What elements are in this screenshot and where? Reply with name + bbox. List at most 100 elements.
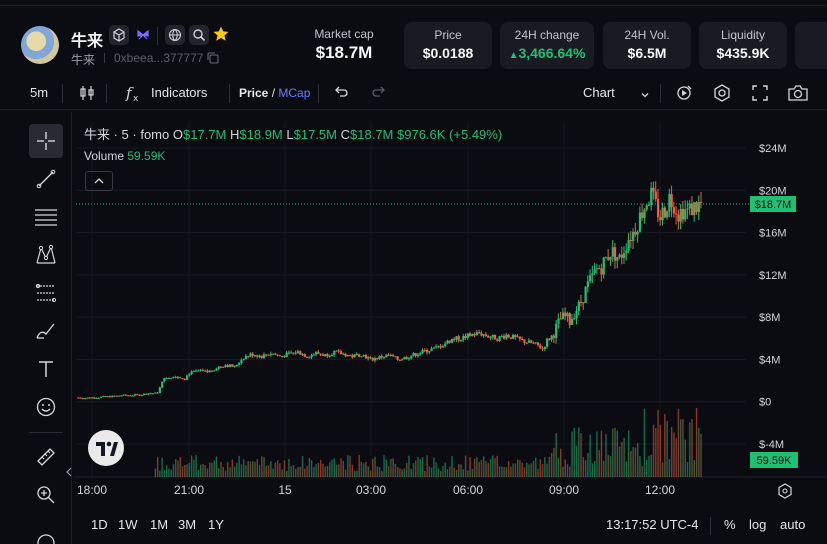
candle-body [290,352,293,354]
copy-icon[interactable] [206,51,220,65]
candle-body [496,339,499,341]
redo-icon[interactable] [371,85,387,106]
candle-body [700,201,703,203]
candle-body [405,357,408,360]
candle-body [88,397,91,399]
candle-body [247,356,250,358]
candle-body [577,301,580,312]
crosshair-tool-icon[interactable] [29,124,63,158]
chart-canvas[interactable]: $24M $20M $16M $12M $8M $4M $0 $-4M 18:00 21:00 15… [73,112,827,544]
butterfly-icon[interactable] [133,25,153,45]
text-tool-icon[interactable] [29,352,63,386]
range-1w[interactable]: 1W [118,517,138,532]
chevron-down-icon[interactable] [640,87,650,105]
volume-bar [675,437,677,477]
ruler-tool-icon[interactable] [29,440,63,474]
candle-body [459,340,463,342]
favorite-star-icon[interactable] [212,25,232,45]
volume-bar [528,464,530,477]
collapse-legend-button[interactable] [85,171,113,191]
interval-selector[interactable]: 5m [30,85,49,100]
volume-bar [616,430,619,477]
candle-body [274,353,277,355]
toggle-slash: / [271,86,276,100]
globe-icon[interactable] [165,25,185,45]
mcap-toggle-label[interactable]: MCap [278,86,311,100]
volume-bar [197,469,200,477]
tradingview-logo[interactable] [88,430,124,466]
candle-body [267,354,270,356]
range-3m[interactable]: 3M [178,517,197,532]
candle-body [299,351,302,355]
magnet-tool-icon[interactable] [29,526,63,544]
candle-body [394,356,397,358]
undo-icon[interactable] [333,85,349,106]
range-1y[interactable]: 1Y [208,517,224,532]
volume-bar [578,427,580,477]
volume-bar [569,466,571,477]
candle-body [181,378,184,380]
candle-body [136,394,139,396]
candle-body [604,257,608,259]
volume-bar [573,427,575,477]
volume-bar [582,457,585,477]
candle-body [509,337,512,339]
clock-timezone[interactable]: 13:17:52 UTC-4 [606,517,699,532]
legend-title: 牛来 · 5 · fomo [84,127,170,142]
range-1d[interactable]: 1D [91,517,108,532]
volume-bar [295,468,297,477]
range-bar: 1D 1W 1M 3M 1Y 13:17:52 UTC-4 % log auto [73,509,827,544]
auto-toggle[interactable]: auto [780,517,806,532]
price-toggle-label[interactable]: Price [239,86,269,100]
candle-body [677,214,680,222]
price-chart[interactable]: $24M $20M $16M $12M $8M $4M $0 $-4M 18:00 21:00 15… [73,112,827,544]
candle-body [521,338,524,340]
price-mcap-toggle[interactable]: Price / MCap [239,86,310,100]
volume-bar [580,433,582,477]
log-toggle[interactable]: log [749,517,767,532]
fullscreen-icon[interactable] [751,84,769,107]
volume-bar [478,461,480,477]
volume-bar [292,465,295,477]
toolbar-divider [62,84,63,103]
volume-bar [168,468,170,477]
indicators-button[interactable]: Indicators [151,85,208,100]
zoom-in-icon[interactable] [29,478,63,512]
volume-bar [532,460,535,477]
fib-tool-icon[interactable] [29,276,63,310]
camera-icon[interactable] [787,83,809,108]
candle-body [627,240,630,251]
candle-body [530,340,533,343]
horizontal-lines-tool-icon[interactable] [29,200,63,234]
search-icon[interactable] [189,25,209,45]
collapse-toolbar-chevron-icon[interactable] [66,464,72,482]
volume-bar [220,461,222,477]
candle-body [285,352,288,357]
brush-tool-icon[interactable] [29,314,63,348]
trend-line-tool-icon[interactable] [29,162,63,196]
candle-body [389,354,392,356]
candle-body [163,378,166,382]
volume-bar [267,465,270,477]
settings-hexagon-icon[interactable] [712,83,732,108]
range-1m[interactable]: 1M [150,517,169,532]
up-triangle-icon: ▲ [508,50,519,61]
pattern-tool-icon[interactable] [29,238,63,272]
replay-icon[interactable] [675,83,695,108]
candle-body [99,396,103,398]
contract-cube-icon[interactable] [109,25,129,45]
candle-body [342,353,345,355]
chart-type-selector[interactable]: Chart [583,85,615,100]
volume-bar [335,464,338,477]
candle-body [358,354,361,357]
candles-icon[interactable] [78,84,96,107]
contract-address[interactable]: 0xbeea...377777 [114,51,204,65]
scale-settings-icon[interactable] [778,483,792,499]
candle-body [675,213,678,215]
percent-toggle[interactable]: % [724,517,736,532]
volume-bar [627,430,630,477]
candle-body [697,201,700,213]
candle-body [559,318,562,320]
emoji-tool-icon[interactable] [29,390,63,424]
